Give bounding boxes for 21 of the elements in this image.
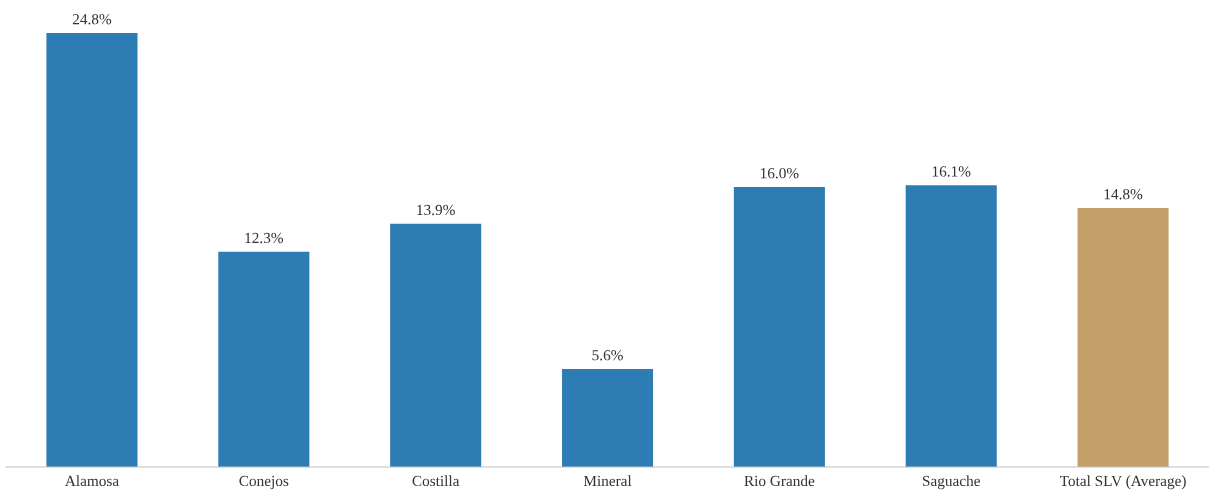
bar bbox=[1077, 207, 1169, 467]
data-label: 5.6% bbox=[592, 350, 623, 361]
x-tick-label: Total SLV (Average) bbox=[1059, 475, 1186, 490]
x-tick-label: Rio Grande bbox=[744, 475, 815, 487]
x-tick-label: Alamosa bbox=[64, 475, 119, 487]
bar bbox=[905, 185, 997, 467]
bar bbox=[561, 369, 654, 467]
data-label: 24.8% bbox=[72, 14, 112, 25]
data-label: 16.0% bbox=[760, 168, 799, 179]
data-label: 13.9% bbox=[417, 204, 455, 216]
bar bbox=[46, 32, 138, 467]
data-label: 16.1% bbox=[932, 166, 971, 177]
x-tick-label: Saguache bbox=[922, 475, 980, 490]
x-tick-label: Mineral bbox=[583, 475, 632, 487]
bar bbox=[218, 251, 310, 467]
data-label: 12.3% bbox=[245, 232, 284, 244]
x-tick-label: Conejos bbox=[239, 475, 289, 490]
bar bbox=[733, 186, 825, 467]
x-tick-label: Costilla bbox=[412, 475, 460, 487]
bar bbox=[390, 223, 482, 467]
data-label: 14.8% bbox=[1104, 189, 1143, 200]
